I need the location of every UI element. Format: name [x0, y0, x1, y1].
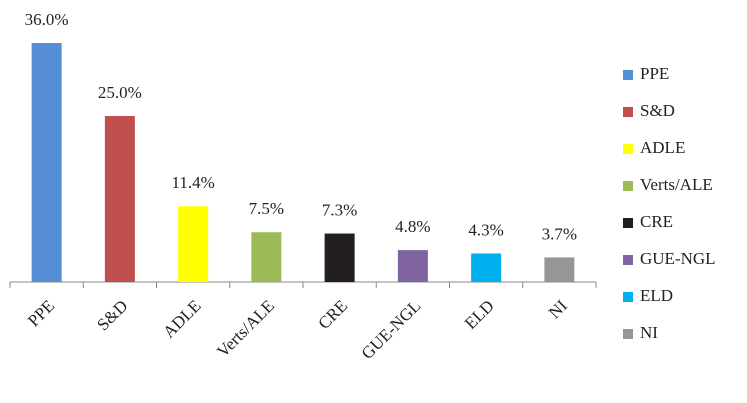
legend-swatch [623, 144, 633, 154]
data-label: 25.0% [98, 83, 142, 102]
legend-swatch [623, 181, 633, 191]
x-tick-label: GUE-NGL [358, 296, 425, 363]
data-label: 3.7% [542, 224, 577, 243]
x-tick-label: ADLE [159, 296, 204, 341]
legend-swatch [623, 107, 633, 117]
x-tick-label: PPE [24, 296, 58, 330]
x-tick-label: ELD [461, 296, 498, 333]
data-label: 4.3% [468, 220, 503, 239]
bar [251, 232, 282, 282]
legend-swatch [623, 255, 633, 265]
data-label: 7.5% [249, 199, 284, 218]
bar [104, 116, 135, 283]
legend-label: Verts/ALE [640, 175, 713, 194]
data-label: 36.0% [25, 10, 69, 29]
x-tick-label: Verts/ALE [213, 296, 278, 361]
bar [544, 257, 575, 282]
legend-label: CRE [640, 212, 673, 231]
legend-label: GUE-NGL [640, 249, 716, 268]
bar [324, 233, 355, 282]
bar [31, 43, 62, 282]
bar [178, 206, 209, 282]
data-label: 11.4% [171, 173, 214, 192]
x-tick-label: CRE [314, 296, 351, 333]
legend-swatch [623, 292, 633, 302]
x-tick-label: S&D [93, 296, 131, 334]
legend-label: S&D [640, 101, 675, 120]
data-label: 7.3% [322, 200, 357, 219]
data-label: 4.8% [395, 217, 430, 236]
legend-swatch [623, 70, 633, 80]
legend-label: PPE [640, 64, 669, 83]
bar [397, 250, 428, 282]
legend-label: ADLE [640, 138, 685, 157]
bar [471, 253, 502, 282]
legend-label: ELD [640, 286, 673, 305]
x-tick-label: NI [545, 296, 571, 322]
legend-label: NI [640, 323, 658, 342]
legend-swatch [623, 329, 633, 339]
legend-swatch [623, 218, 633, 228]
